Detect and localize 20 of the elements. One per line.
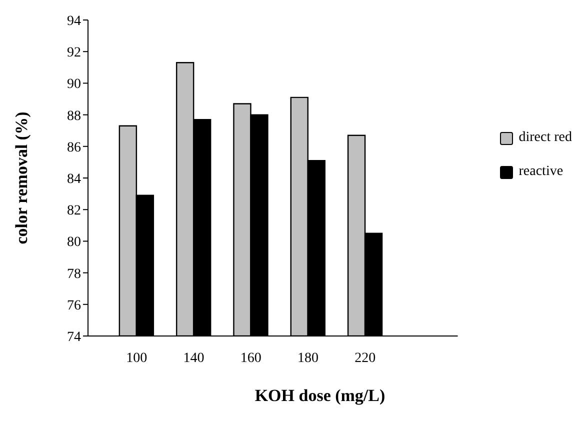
legend-label: reactive [518,164,564,180]
y-axis-title: color removal (%) [12,112,32,244]
y-tick-label: 92 [67,46,81,61]
x-tick-label: 100 [126,350,148,366]
legend-label: direct red [518,130,572,146]
y-tick-label: 84 [67,172,81,187]
x-tick-label: 160 [240,350,262,366]
y-tick-label: 82 [67,204,81,219]
y-tick-label: 90 [67,77,81,92]
y-tick-label: 94 [67,14,81,29]
y-tick-label: 86 [67,140,81,156]
x-axis-title: KOH dose (mg/L) [254,386,386,405]
x-tick-label: 140 [183,350,204,366]
y-tick-label: 88 [67,108,81,124]
y-tick-label: 76 [67,298,81,314]
y-tick-label: 80 [67,235,81,250]
x-tick-label: 220 [354,350,376,366]
y-tick-label: 78 [67,266,81,282]
x-tick-label: 180 [298,350,319,366]
y-tick-label: 74 [67,330,81,345]
